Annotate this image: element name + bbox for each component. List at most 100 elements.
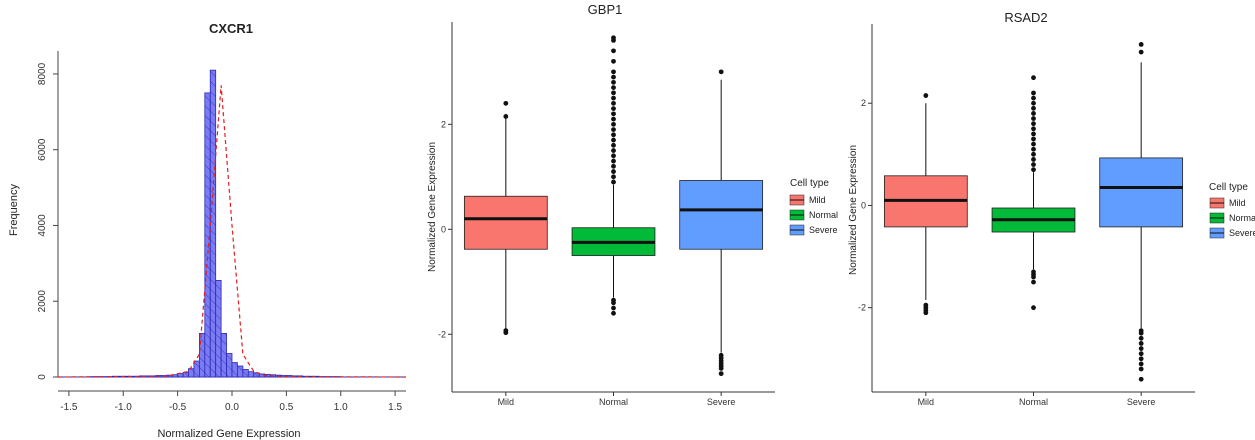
gbp1-y-tick-label: -2 — [438, 329, 446, 339]
outlier-point — [503, 100, 509, 106]
histogram-x-tick-label: -1.0 — [115, 402, 133, 413]
rsad2-box-mild — [883, 93, 968, 316]
outlier-point — [611, 142, 616, 148]
histogram-x-tick-label: 1.0 — [334, 402, 348, 413]
outlier-point — [1031, 141, 1036, 147]
histogram-bar — [237, 365, 244, 378]
outlier-point — [1138, 356, 1144, 362]
outlier-point — [718, 365, 724, 371]
histogram-y-tick-label: 0 — [37, 374, 48, 380]
outlier-point — [1031, 121, 1036, 127]
box — [463, 195, 548, 250]
rsad2-x-tick-label: Severe — [1127, 397, 1156, 407]
rsad2-x-tick-label: Normal — [1019, 397, 1048, 407]
gbp1-x-tick-label: Severe — [707, 397, 736, 407]
gbp1-legend: Cell type Mild Normal Severe — [789, 178, 838, 236]
outlier-point — [1138, 42, 1144, 47]
gbp1-x-tick-label: Mild — [498, 397, 515, 407]
histogram-bar — [242, 369, 249, 378]
histogram-bar — [215, 279, 222, 378]
outlier-point — [611, 132, 616, 138]
box — [1099, 157, 1184, 228]
rsad2-y-tick-label: -2 — [858, 303, 866, 313]
outlier-point — [611, 48, 616, 54]
histogram-x-tick-label: 1.5 — [388, 402, 402, 413]
histogram-x-axis-label: Normalized Gene Expression — [157, 428, 300, 440]
histogram-bar — [204, 92, 211, 378]
histogram-y-tick-label: 2000 — [37, 290, 48, 313]
histogram-x-tick-label: 0.0 — [225, 402, 239, 413]
outlier-point — [1031, 126, 1036, 132]
gbp1-boxes — [463, 35, 764, 377]
gbp1-x-tick-label: Normal — [599, 397, 628, 407]
outlier-point — [611, 158, 616, 164]
outlier-point — [1031, 279, 1036, 285]
rsad2-legend-label-normal: Normal — [1229, 213, 1255, 223]
histogram-y-tick-label: 6000 — [37, 138, 48, 161]
rsad2-y-tick-label: 2 — [861, 98, 866, 108]
density-line — [57, 85, 407, 378]
outlier-point — [1031, 131, 1036, 137]
histogram-panel: CXCR1 Normalized Gene Expression Frequen… — [8, 21, 407, 440]
histogram-bar — [193, 360, 200, 378]
rsad2-legend: Cell type Mild Normal Severe — [1209, 182, 1255, 239]
rsad2-y-tick-label: 0 — [861, 200, 866, 210]
outlier-point — [1031, 305, 1036, 311]
histogram-y-axis-label: Frequency — [8, 184, 20, 236]
outlier-point — [611, 300, 616, 306]
rsad2-title: RSAD2 — [1004, 10, 1047, 25]
outlier-point — [611, 305, 616, 311]
outlier-point — [611, 58, 616, 64]
histogram-bar — [220, 333, 227, 378]
gbp1-legend-label-severe: Severe — [809, 225, 838, 235]
outlier-point — [611, 153, 616, 159]
histogram-bar — [247, 371, 255, 378]
outlier-point — [611, 74, 616, 80]
rsad2-x-tick-label: Mild — [918, 397, 935, 407]
gbp1-axes: -2 0 2 Mild Normal Severe — [438, 22, 775, 407]
rsad2-legend-label-mild: Mild — [1229, 198, 1246, 208]
outlier-point — [718, 371, 724, 377]
outlier-point — [1031, 167, 1036, 173]
outlier-point — [611, 148, 616, 153]
outlier-point — [611, 121, 616, 127]
outlier-point — [611, 79, 616, 85]
outlier-point — [1031, 105, 1036, 111]
gbp1-box-mild — [463, 100, 548, 336]
histogram-bar — [188, 368, 195, 378]
rsad2-y-axis-label: Normalized Gene Expression — [848, 145, 859, 275]
outlier-point — [611, 174, 616, 180]
outlier-point — [1031, 75, 1036, 81]
outlier-point — [1031, 274, 1036, 280]
histogram-y-tick-label: 4000 — [37, 214, 48, 237]
outlier-point — [1138, 346, 1144, 351]
rsad2-boxes — [883, 42, 1184, 382]
outlier-point — [611, 137, 616, 143]
outlier-point — [611, 111, 616, 117]
gbp1-box-normal — [571, 35, 656, 316]
outlier-point — [1138, 330, 1144, 336]
outlier-point — [1138, 361, 1144, 367]
outlier-point — [611, 95, 616, 101]
outlier-point — [611, 106, 616, 111]
histogram-bar — [231, 362, 238, 378]
outlier-point — [718, 69, 724, 75]
gbp1-y-axis-label: Normalized Gene Expression — [427, 142, 438, 272]
box — [679, 180, 764, 250]
outlier-point — [611, 116, 616, 122]
outlier-point — [923, 310, 929, 316]
outlier-point — [923, 93, 929, 98]
gbp1-boxplot-panel: GBP1 Normalized Gene Expression -2 0 2 Mild… — [427, 2, 838, 407]
outlier-point — [611, 85, 616, 91]
outlier-point — [1031, 116, 1036, 121]
outlier-point — [1138, 335, 1144, 341]
rsad2-axes: -2 0 2 Mild Normal Severe — [858, 24, 1195, 407]
histogram-bar — [198, 333, 206, 378]
histogram-bars — [90, 69, 342, 378]
rsad2-box-normal — [991, 75, 1076, 311]
gbp1-legend-title: Cell type — [790, 178, 829, 189]
histogram-bar — [182, 372, 189, 378]
outlier-point — [1138, 341, 1144, 346]
outlier-point — [1031, 146, 1036, 152]
